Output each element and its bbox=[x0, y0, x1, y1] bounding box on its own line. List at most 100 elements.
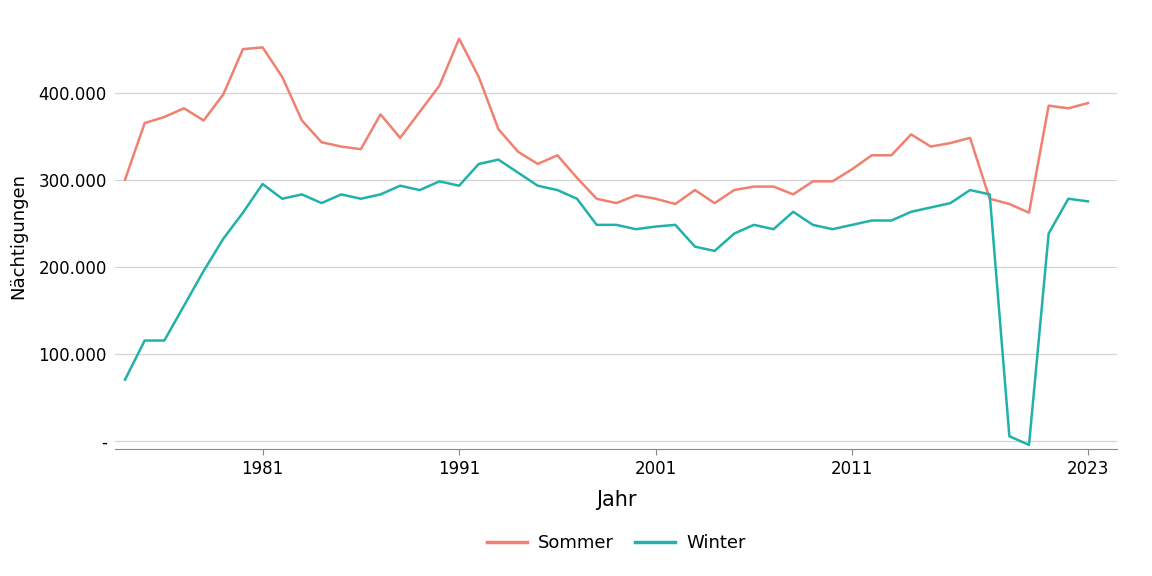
Sommer bbox=[766, 183, 780, 190]
Line: Winter: Winter bbox=[126, 160, 1087, 445]
Winter bbox=[963, 187, 977, 194]
Winter bbox=[217, 236, 230, 242]
Winter bbox=[727, 230, 741, 237]
Winter bbox=[846, 221, 859, 228]
Sommer bbox=[119, 176, 132, 183]
Sommer bbox=[373, 111, 387, 118]
Sommer bbox=[570, 175, 584, 181]
Winter bbox=[787, 209, 801, 215]
Winter bbox=[570, 195, 584, 202]
Winter bbox=[983, 191, 996, 198]
Sommer bbox=[453, 35, 467, 42]
Winter bbox=[806, 221, 820, 228]
Winter bbox=[354, 195, 367, 202]
Winter bbox=[531, 182, 545, 189]
Winter bbox=[472, 161, 486, 168]
Sommer bbox=[668, 200, 682, 207]
Sommer bbox=[472, 74, 486, 81]
Sommer bbox=[885, 152, 899, 159]
Legend: Sommer, Winter: Sommer, Winter bbox=[480, 527, 752, 560]
Sommer bbox=[412, 108, 426, 115]
Sommer bbox=[275, 74, 289, 81]
Sommer bbox=[138, 120, 152, 127]
Winter bbox=[668, 221, 682, 228]
Sommer bbox=[511, 149, 525, 156]
Winter bbox=[177, 302, 191, 309]
Winter bbox=[885, 217, 899, 224]
Winter bbox=[746, 221, 760, 228]
Sommer bbox=[787, 191, 801, 198]
Winter bbox=[158, 337, 172, 344]
Sommer bbox=[314, 139, 328, 146]
Winter bbox=[609, 221, 623, 228]
Winter bbox=[492, 156, 506, 163]
Winter bbox=[256, 180, 270, 187]
Winter bbox=[119, 376, 132, 383]
Sommer bbox=[531, 161, 545, 168]
Winter bbox=[1002, 433, 1016, 439]
Sommer bbox=[746, 183, 760, 190]
Sommer bbox=[432, 82, 446, 89]
Winter bbox=[707, 248, 721, 255]
Winter bbox=[1061, 195, 1075, 202]
Winter bbox=[943, 200, 957, 207]
Winter bbox=[511, 169, 525, 176]
Sommer bbox=[649, 195, 662, 202]
Sommer bbox=[1061, 105, 1075, 112]
Sommer bbox=[609, 200, 623, 207]
Sommer bbox=[590, 195, 604, 202]
Sommer bbox=[295, 117, 309, 124]
Winter bbox=[453, 182, 467, 189]
Sommer bbox=[629, 192, 643, 199]
Sommer bbox=[963, 134, 977, 141]
Winter bbox=[1022, 441, 1036, 448]
Sommer bbox=[1002, 200, 1016, 207]
Sommer bbox=[393, 134, 407, 141]
Winter bbox=[314, 200, 328, 207]
X-axis label: Jahr: Jahr bbox=[596, 490, 637, 510]
Sommer bbox=[1081, 100, 1094, 107]
Sommer bbox=[177, 105, 191, 112]
Winter bbox=[295, 191, 309, 198]
Sommer bbox=[983, 195, 996, 202]
Winter bbox=[1081, 198, 1094, 205]
Sommer bbox=[826, 178, 840, 185]
Sommer bbox=[492, 126, 506, 132]
Sommer bbox=[1041, 102, 1055, 109]
Sommer bbox=[924, 143, 938, 150]
Sommer bbox=[865, 152, 879, 159]
Sommer bbox=[806, 178, 820, 185]
Sommer bbox=[904, 131, 918, 138]
Winter bbox=[334, 191, 348, 198]
Winter bbox=[138, 337, 152, 344]
Winter bbox=[551, 187, 564, 194]
Line: Sommer: Sommer bbox=[126, 39, 1087, 213]
Winter bbox=[412, 187, 426, 194]
Winter bbox=[649, 223, 662, 230]
Y-axis label: Nächtigungen: Nächtigungen bbox=[9, 173, 28, 299]
Winter bbox=[688, 243, 702, 250]
Winter bbox=[373, 191, 387, 198]
Sommer bbox=[334, 143, 348, 150]
Winter bbox=[1041, 230, 1055, 237]
Sommer bbox=[236, 46, 250, 52]
Sommer bbox=[727, 187, 741, 194]
Sommer bbox=[846, 166, 859, 173]
Winter bbox=[766, 226, 780, 233]
Sommer bbox=[707, 200, 721, 207]
Winter bbox=[236, 209, 250, 216]
Winter bbox=[432, 178, 446, 185]
Winter bbox=[629, 226, 643, 233]
Sommer bbox=[256, 44, 270, 51]
Sommer bbox=[217, 91, 230, 98]
Sommer bbox=[354, 146, 367, 153]
Winter bbox=[904, 209, 918, 215]
Winter bbox=[865, 217, 879, 224]
Sommer bbox=[158, 113, 172, 120]
Sommer bbox=[943, 139, 957, 146]
Winter bbox=[197, 267, 211, 274]
Winter bbox=[826, 226, 840, 233]
Winter bbox=[275, 195, 289, 202]
Sommer bbox=[688, 187, 702, 194]
Winter bbox=[924, 204, 938, 211]
